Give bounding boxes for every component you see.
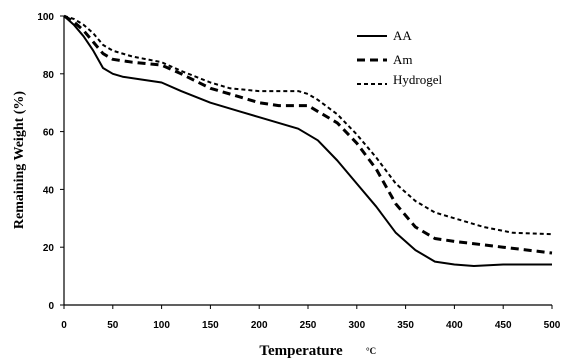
y-tick-label: 40	[43, 185, 55, 196]
series-lines	[63, 14, 553, 267]
x-tick-label: 0	[61, 320, 67, 331]
legend: AA Am Hydrogel	[357, 28, 442, 87]
legend-entry-aa: AA	[357, 28, 412, 43]
legend-entry-hydrogel: Hydrogel	[357, 72, 442, 87]
legend-label-aa: AA	[393, 28, 412, 43]
x-tick-label: 100	[153, 320, 170, 331]
y-tick-label: 20	[43, 243, 55, 254]
x-tick-label: 250	[300, 320, 317, 331]
y-tick-label: 100	[37, 12, 54, 23]
x-tick-label: 150	[202, 320, 219, 331]
x-tick-label: 300	[348, 320, 365, 331]
legend-label-hydrogel: Hydrogel	[393, 72, 442, 87]
x-ticks: 0 50 100 150 200 250 300 350 400 450 500	[61, 305, 561, 331]
y-ticks: 0 20 40 60 80 100	[37, 12, 64, 312]
x-axis-title: Temperature	[259, 343, 343, 358]
x-tick-label: 50	[107, 320, 119, 331]
series-line-hydrogel	[63, 15, 553, 236]
x-axis-unit: °C	[366, 346, 376, 356]
x-tick-label: 200	[251, 320, 268, 331]
series-line-am	[63, 14, 553, 255]
x-tick-label: 500	[544, 320, 561, 331]
axes	[63, 16, 552, 306]
y-tick-label: 0	[48, 301, 54, 312]
x-tick-label: 400	[446, 320, 463, 331]
y-axis-title: Remaining Weight (%)	[12, 91, 27, 230]
x-tick-label: 350	[397, 320, 414, 331]
series-line-aa	[63, 15, 552, 267]
legend-label-am: Am	[393, 52, 413, 67]
y-tick-label: 80	[43, 70, 55, 81]
x-tick-label: 450	[495, 320, 512, 331]
y-tick-label: 60	[43, 128, 55, 139]
legend-entry-am: Am	[357, 52, 413, 67]
